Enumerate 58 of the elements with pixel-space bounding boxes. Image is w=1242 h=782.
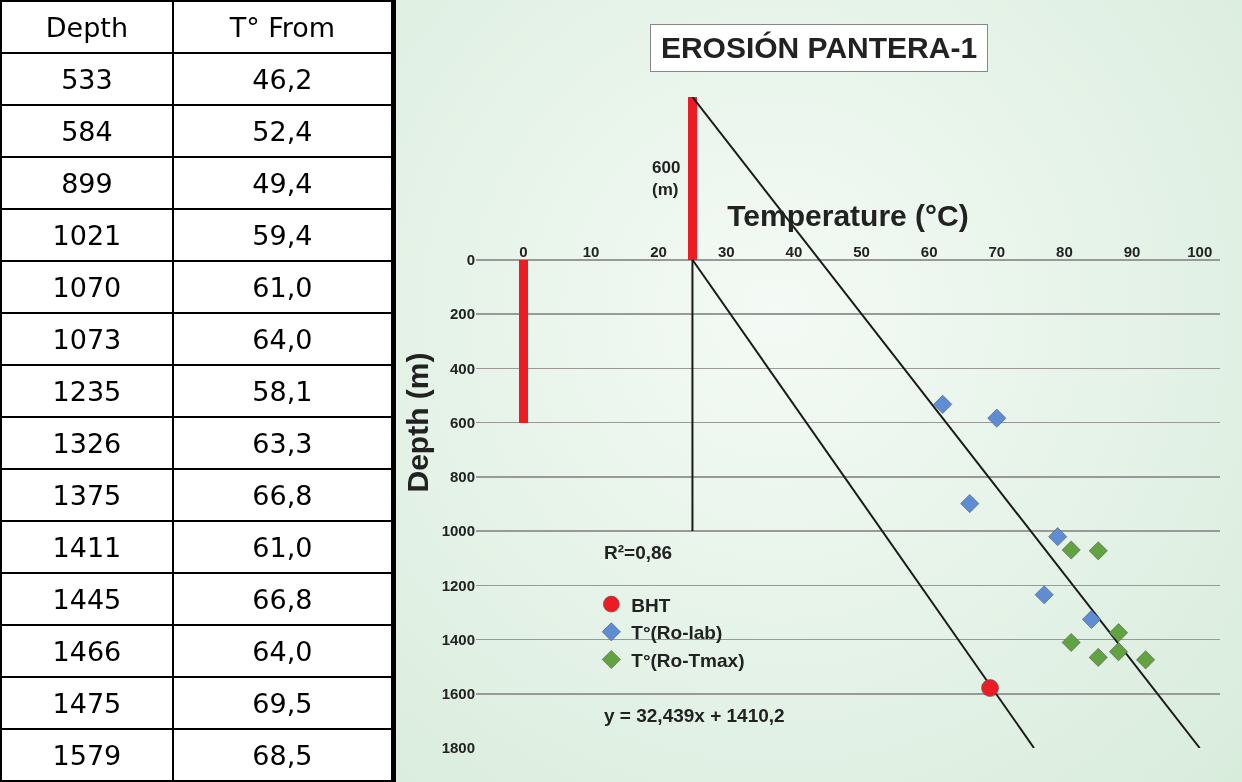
text: 64,0 [172, 313, 392, 365]
text: 1475 [1, 677, 173, 729]
text: 63,3 [172, 417, 392, 469]
y-tick-label: 1600 [441, 685, 475, 702]
text: 1070 [1, 261, 173, 313]
x-tick-label: 40 [785, 242, 803, 260]
x-tick-label: 20 [650, 242, 667, 260]
text: 1235 [1, 365, 173, 417]
y-tick-label: 1800 [441, 739, 475, 757]
y-tick-label: 800 [449, 468, 475, 485]
annotation: y = 32,439x + 1410,2 [604, 705, 785, 726]
text: 899 [1, 157, 173, 209]
text: 61,0 [172, 261, 392, 313]
text: 46,2 [172, 53, 392, 105]
y-tick-label: 1400 [441, 630, 475, 648]
y-tick-label: 1000 [441, 522, 475, 540]
x-tick-label: 30 [717, 242, 735, 260]
text: 69,5 [172, 677, 392, 729]
x-tick-label: 70 [988, 242, 1006, 260]
x-tick-label: 0 [519, 242, 528, 260]
text: 1073 [1, 313, 173, 365]
x-tick-label: 10 [582, 242, 600, 260]
chart-title: EROSIÓN PANTERA-1 [649, 24, 989, 72]
text: 58,1 [172, 365, 392, 417]
text: Depth [1, 1, 173, 53]
y-tick-label: 1200 [441, 576, 475, 594]
text: 1411 [1, 521, 173, 573]
text: 1021 [1, 209, 173, 261]
text: 66,8 [172, 573, 392, 625]
text: 64,0 [172, 625, 392, 677]
text: 59,4 [172, 209, 392, 261]
x-tick-label: 60 [920, 242, 938, 260]
legend-label: T°(Ro-Tmax) [631, 649, 745, 671]
x-tick-label: 100 [1187, 242, 1213, 260]
text: 49,4 [172, 157, 392, 209]
legend-label: T°(Ro-lab) [631, 622, 723, 644]
y-axis-title: Depth (m) [400, 352, 434, 493]
x-tick-label: 90 [1123, 242, 1141, 260]
y-tick-label: 400 [449, 359, 475, 377]
text: 1579 [1, 729, 173, 781]
text: T° From [172, 1, 392, 53]
annotation: R²=0,86 [604, 542, 673, 563]
text: 66,8 [172, 469, 392, 521]
y-tick-label: 600 [449, 413, 475, 431]
text: 1445 [1, 573, 173, 625]
legend-label: BHT [631, 594, 671, 616]
text: 533 [1, 53, 173, 105]
y-tick-label: 200 [449, 305, 475, 323]
text: 1375 [1, 469, 173, 521]
annotation: 600 (m) [652, 158, 681, 200]
text: 1326 [1, 417, 173, 469]
x-tick-label: 80 [1056, 242, 1073, 260]
text: 68,5 [172, 729, 392, 781]
text: 1466 [1, 625, 173, 677]
text: 61,0 [172, 521, 392, 573]
text: 52,4 [172, 105, 392, 157]
x-tick-label: 50 [853, 242, 870, 260]
text: 584 [1, 105, 173, 157]
